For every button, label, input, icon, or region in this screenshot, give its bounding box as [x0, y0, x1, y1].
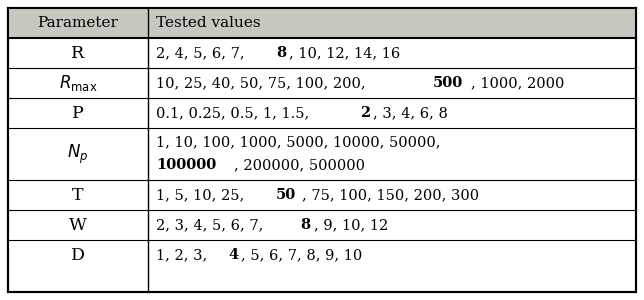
Text: $R_{\mathrm{max}}$: $R_{\mathrm{max}}$	[59, 73, 97, 93]
Text: P: P	[72, 104, 84, 122]
Text: 1, 5, 10, 25,: 1, 5, 10, 25,	[156, 188, 249, 202]
Text: , 75, 100, 150, 200, 300: , 75, 100, 150, 200, 300	[302, 188, 479, 202]
Text: Parameter: Parameter	[37, 16, 118, 30]
Text: T: T	[72, 187, 84, 203]
Text: 8: 8	[276, 46, 287, 60]
Text: 8: 8	[301, 218, 310, 232]
Text: , 200000, 500000: , 200000, 500000	[234, 158, 365, 172]
Text: , 10, 12, 14, 16: , 10, 12, 14, 16	[289, 46, 401, 60]
Bar	[8, 8, 636, 38]
Text: 10, 25, 40, 50, 75, 100, 200,: 10, 25, 40, 50, 75, 100, 200,	[156, 76, 370, 90]
Text: 4: 4	[228, 248, 238, 262]
Text: , 5, 6, 7, 8, 9, 10: , 5, 6, 7, 8, 9, 10	[241, 248, 363, 262]
Text: , 3, 4, 6, 8: , 3, 4, 6, 8	[373, 106, 448, 120]
Text: $N_{p}$: $N_{p}$	[68, 142, 89, 166]
Text: 1, 2, 3,: 1, 2, 3,	[156, 248, 212, 262]
Text: 500: 500	[433, 76, 462, 90]
Text: 50: 50	[276, 188, 296, 202]
Text: R: R	[71, 44, 84, 62]
Text: 2: 2	[360, 106, 370, 120]
Text: Tested values: Tested values	[156, 16, 261, 30]
Text: D: D	[71, 247, 85, 263]
Text: W: W	[69, 217, 87, 233]
Text: 0.1, 0.25, 0.5, 1, 1.5,: 0.1, 0.25, 0.5, 1, 1.5,	[156, 106, 314, 120]
Text: 2, 3, 4, 5, 6, 7,: 2, 3, 4, 5, 6, 7,	[156, 218, 268, 232]
Text: 2, 4, 5, 6, 7,: 2, 4, 5, 6, 7,	[156, 46, 249, 60]
Text: , 9, 10, 12: , 9, 10, 12	[314, 218, 388, 232]
Text: 100000: 100000	[156, 158, 216, 172]
Text: , 1000, 2000: , 1000, 2000	[471, 76, 565, 90]
Text: 1, 10, 100, 1000, 5000, 10000, 50000,: 1, 10, 100, 1000, 5000, 10000, 50000,	[156, 136, 440, 150]
